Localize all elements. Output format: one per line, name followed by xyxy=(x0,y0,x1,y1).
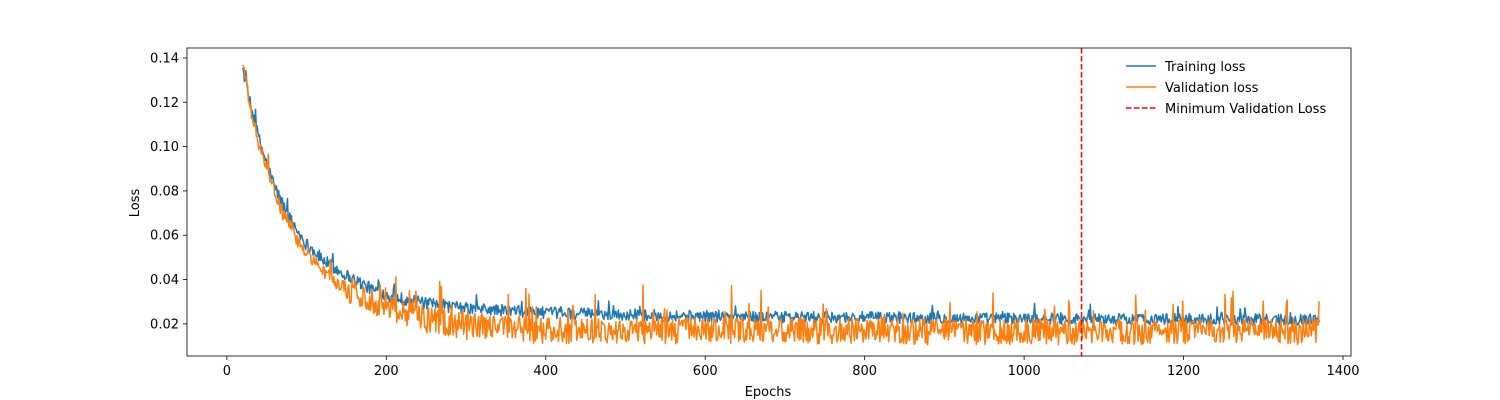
legend-label: Training loss xyxy=(1164,60,1246,75)
y-tick-label: 0.14 xyxy=(150,51,179,66)
x-tick-label: 1200 xyxy=(1167,364,1200,379)
y-tick-label: 0.02 xyxy=(150,317,179,332)
y-tick-label: 0.10 xyxy=(150,140,179,155)
x-tick-label: 1000 xyxy=(1008,364,1041,379)
legend: Training loss Validation loss Minimum Vali… xyxy=(1126,60,1326,117)
x-tick-label: 400 xyxy=(533,364,558,379)
x-tick-label: 200 xyxy=(374,364,399,379)
y-tick-label: 0.12 xyxy=(150,96,179,111)
x-axis-label: Epochs xyxy=(745,385,792,400)
y-tick-label: 0.06 xyxy=(150,229,179,244)
plot-frame xyxy=(186,47,1352,357)
y-axis-label: Loss xyxy=(128,189,143,218)
x-tick-label: 600 xyxy=(693,364,718,379)
series-line-validation-loss xyxy=(242,64,1320,346)
x-axis: 0 200 400 600 800 1000 1200 1400 xyxy=(223,356,1360,379)
x-tick-label: 1400 xyxy=(1326,364,1359,379)
series-line-training-loss xyxy=(242,67,1320,326)
y-tick-label: 0.08 xyxy=(150,184,179,199)
y-axis: 0.02 0.04 0.06 0.08 0.10 0.12 0.14 xyxy=(150,51,187,332)
plot-area xyxy=(186,47,1352,357)
legend-label: Validation loss xyxy=(1165,81,1259,96)
legend-label: Minimum Validation Loss xyxy=(1165,102,1326,117)
x-tick-label: 800 xyxy=(852,364,877,379)
x-tick-label: 0 xyxy=(223,364,231,379)
y-tick-label: 0.04 xyxy=(150,273,179,288)
